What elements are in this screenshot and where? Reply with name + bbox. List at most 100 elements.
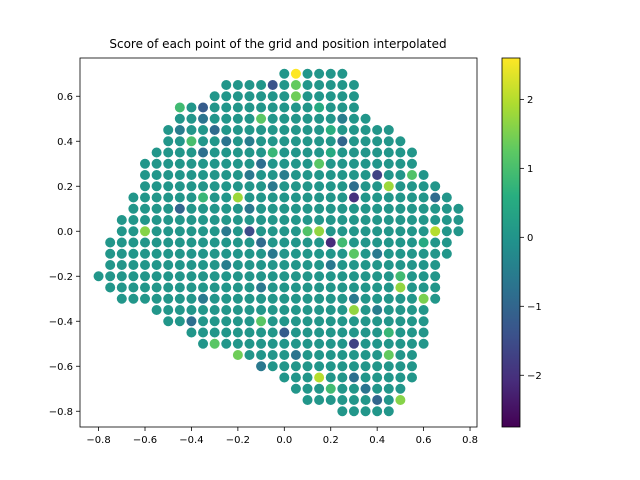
scatter-point xyxy=(290,91,301,102)
scatter-point xyxy=(267,125,278,135)
scatter-point xyxy=(256,293,267,304)
scatter-point xyxy=(337,91,348,102)
scatter-point xyxy=(267,215,278,225)
scatter-point xyxy=(244,316,255,327)
scatter-point xyxy=(174,237,185,248)
scatter-point xyxy=(325,327,336,338)
scatter-point xyxy=(174,158,185,169)
scatter-point xyxy=(325,226,336,237)
scatter-point xyxy=(232,147,243,158)
x-tick-label: 0.0 xyxy=(276,435,292,446)
scatter-point xyxy=(151,305,162,315)
scatter-point xyxy=(360,350,371,360)
scatter-point xyxy=(383,192,394,203)
scatter-point xyxy=(314,237,325,248)
scatter-point xyxy=(430,203,441,214)
scatter-point xyxy=(174,170,185,180)
scatter-point xyxy=(395,383,406,394)
scatter-point xyxy=(360,113,371,124)
scatter-point xyxy=(267,293,278,304)
scatter-point xyxy=(209,91,220,102)
scatter-point xyxy=(174,113,185,124)
scatter-point xyxy=(430,260,441,270)
scatter-point xyxy=(221,293,232,304)
scatter-point xyxy=(186,158,197,169)
scatter-point xyxy=(418,293,429,304)
scatter-point xyxy=(430,192,441,203)
scatter-point xyxy=(279,361,290,372)
scatter-point xyxy=(302,350,313,360)
scatter-point xyxy=(279,316,290,327)
scatter-point xyxy=(441,192,452,203)
scatter-point xyxy=(290,338,301,349)
scatter-point xyxy=(348,226,359,237)
scatter-point xyxy=(290,125,301,135)
scatter-point xyxy=(256,102,267,113)
scatter-point xyxy=(256,192,267,203)
scatter-point xyxy=(174,271,185,282)
scatter-point xyxy=(430,215,441,225)
scatter-point xyxy=(198,192,209,203)
scatter-point xyxy=(151,293,162,304)
scatter-point xyxy=(406,203,417,214)
scatter-point xyxy=(186,147,197,158)
scatter-point xyxy=(163,158,174,169)
scatter-point xyxy=(232,282,243,293)
scatter-point xyxy=(209,271,220,282)
scatter-point xyxy=(163,192,174,203)
scatter-point xyxy=(453,203,464,214)
scatter-point xyxy=(232,158,243,169)
scatter-point xyxy=(406,170,417,180)
scatter-point xyxy=(325,113,336,124)
scatter-point xyxy=(348,113,359,124)
scatter-point xyxy=(244,237,255,248)
scatter-point xyxy=(290,147,301,158)
scatter-point xyxy=(325,260,336,270)
scatter-point xyxy=(302,305,313,315)
scatter-point xyxy=(151,147,162,158)
scatter-point xyxy=(256,113,267,124)
scatter-point xyxy=(267,158,278,169)
scatter-point xyxy=(395,293,406,304)
scatter-point xyxy=(372,282,383,293)
scatter-point xyxy=(128,215,139,225)
scatter-point xyxy=(418,282,429,293)
scatter-point xyxy=(418,226,429,237)
scatter-point xyxy=(174,215,185,225)
scatter-point xyxy=(140,260,151,270)
scatter-point xyxy=(128,260,139,270)
scatter-point xyxy=(406,293,417,304)
scatter-point xyxy=(174,282,185,293)
scatter-point xyxy=(337,327,348,338)
scatter-point xyxy=(314,125,325,135)
scatter-point xyxy=(232,170,243,180)
scatter-point xyxy=(279,305,290,315)
scatter-point xyxy=(395,305,406,315)
scatter-point xyxy=(383,215,394,225)
scatter-point xyxy=(128,203,139,214)
scatter-point xyxy=(105,237,116,248)
scatter-point xyxy=(198,113,209,124)
scatter-point xyxy=(360,361,371,372)
scatter-point xyxy=(406,338,417,349)
scatter-point xyxy=(395,271,406,282)
scatter-point xyxy=(232,305,243,315)
scatter-point xyxy=(116,282,127,293)
scatter-point xyxy=(151,203,162,214)
scatter-point xyxy=(279,248,290,259)
scatter-point xyxy=(290,237,301,248)
scatter-point xyxy=(395,158,406,169)
scatter-point xyxy=(372,136,383,147)
scatter-point xyxy=(395,372,406,383)
scatter-point xyxy=(406,158,417,169)
scatter-point xyxy=(174,125,185,135)
scatter-point xyxy=(256,91,267,102)
scatter-point xyxy=(290,136,301,147)
scatter-point xyxy=(221,158,232,169)
scatter-point xyxy=(140,293,151,304)
scatter-point xyxy=(232,203,243,214)
scatter-point xyxy=(325,102,336,113)
scatter-point xyxy=(372,170,383,180)
scatter-point xyxy=(198,136,209,147)
scatter-point xyxy=(232,181,243,192)
